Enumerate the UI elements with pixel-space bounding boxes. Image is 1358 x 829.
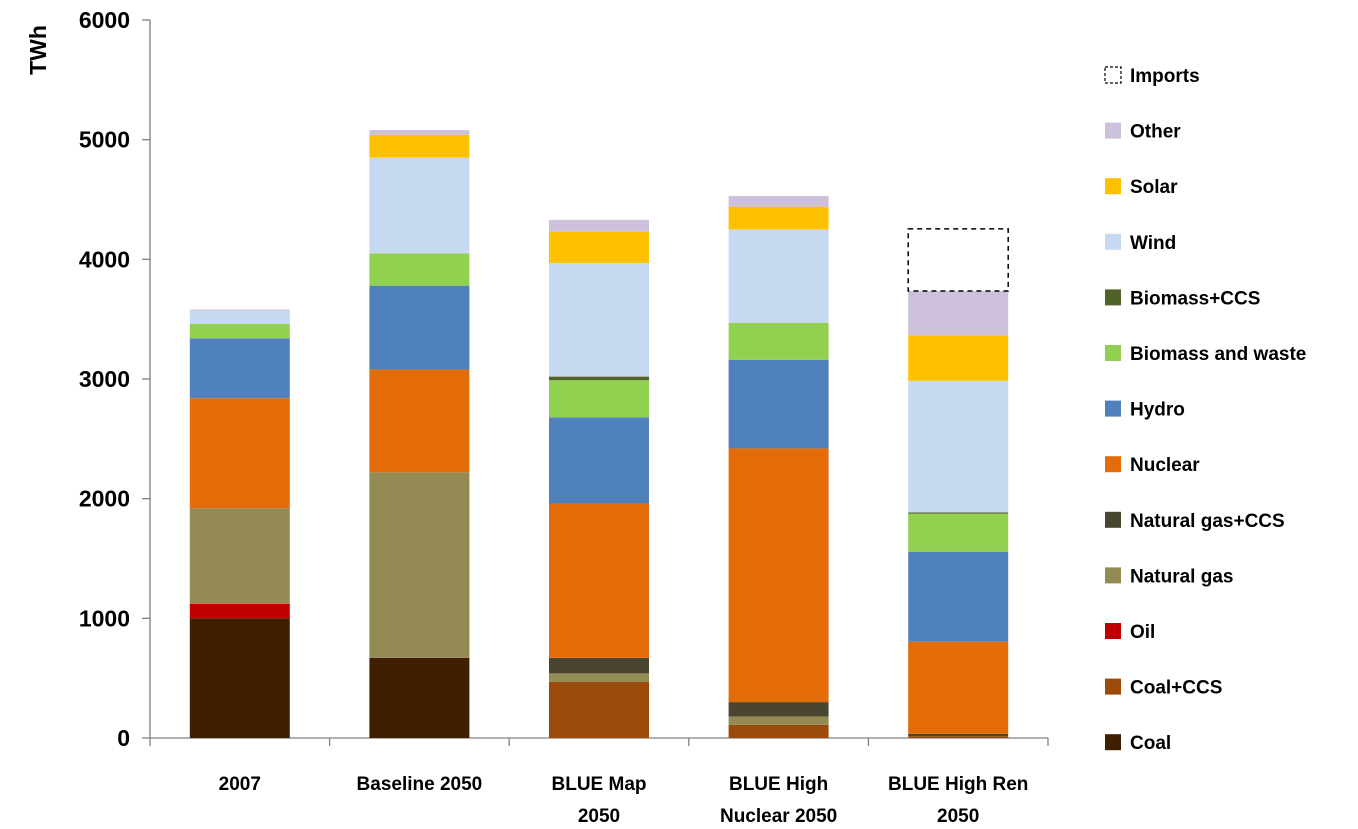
bar-nuclear bbox=[189, 398, 290, 509]
bar-natural-gas-ccs bbox=[549, 657, 649, 674]
legend-swatch-nuclear bbox=[1105, 456, 1121, 473]
bar-natural-gas-ccs bbox=[728, 702, 829, 717]
legend-swatch-oil bbox=[1105, 623, 1121, 639]
bar-other bbox=[908, 291, 1009, 336]
bar-coal-ccs bbox=[728, 724, 829, 738]
legend-swatch-biomass-and-waste bbox=[1105, 345, 1121, 361]
y-tick-label: 0 bbox=[117, 725, 130, 751]
bar-natural-gas bbox=[189, 508, 290, 604]
bar-hydro bbox=[549, 417, 649, 504]
legend-swatch-other bbox=[1105, 122, 1121, 139]
legend-label-imports: Imports bbox=[1130, 66, 1200, 87]
bar-coal-ccs bbox=[908, 736, 1009, 738]
legend-label-other: Other bbox=[1130, 122, 1181, 143]
bar-coal-ccs bbox=[549, 681, 649, 738]
bar-oil bbox=[189, 603, 290, 619]
bar-biomass-and-waste bbox=[908, 513, 1009, 552]
bar-nuclear bbox=[908, 641, 1009, 734]
legend: Imports Other Solar Wind Biomass+CCS Biomass … bbox=[1104, 66, 1306, 754]
y-axis: 0 1000 2000 3000 4000 5000 6000 bbox=[79, 7, 151, 751]
legend-swatch-imports bbox=[1104, 66, 1122, 84]
bar-solar bbox=[728, 206, 829, 230]
legend-label-biomass-and-waste: Biomass and waste bbox=[1130, 344, 1306, 365]
bar-biomass-ccs bbox=[549, 376, 649, 381]
legend-label-natural-gas-ccs: Natural gas+CCS bbox=[1130, 511, 1285, 532]
bar-hydro bbox=[189, 338, 290, 399]
bar-wind bbox=[728, 229, 829, 323]
bar-natural-gas bbox=[728, 716, 829, 725]
category-labels: 2007 Baseline 2050 BLUE Map 2050 BLUE High Nu… bbox=[219, 774, 1029, 827]
legend-label-biomass-ccs: Biomass+CCS bbox=[1130, 288, 1260, 309]
bar-wind bbox=[908, 380, 1009, 513]
y-tick-label: 3000 bbox=[79, 366, 130, 392]
bar-biomass-and-waste bbox=[369, 253, 470, 286]
legend-swatch-wind bbox=[1105, 233, 1121, 250]
category-label: BLUE High bbox=[729, 774, 828, 795]
legend-label-coal: Coal bbox=[1130, 733, 1171, 754]
legend-swatch-hydro bbox=[1105, 400, 1121, 417]
bar-solar bbox=[369, 134, 470, 158]
category-label: 2007 bbox=[219, 774, 261, 795]
legend-label-natural-gas: Natural gas bbox=[1130, 566, 1233, 587]
y-tick-label: 1000 bbox=[79, 605, 130, 631]
bar-natural-gas bbox=[369, 472, 470, 658]
bar-coal bbox=[369, 657, 470, 738]
bar-nuclear bbox=[369, 369, 470, 473]
y-axis-title: TWh bbox=[25, 25, 51, 75]
bar-natural-gas bbox=[549, 673, 649, 682]
legend-swatch-natural-gas-ccs bbox=[1105, 511, 1121, 528]
bar-other bbox=[189, 309, 290, 311]
bar-hydro bbox=[728, 359, 829, 449]
legend-swatch-coal bbox=[1105, 734, 1121, 751]
category-label: BLUE High Ren bbox=[888, 774, 1028, 795]
bar-nuclear bbox=[728, 448, 829, 703]
bar-biomass-ccs bbox=[908, 512, 1009, 514]
y-tick-label: 6000 bbox=[79, 7, 130, 33]
bar-biomass-and-waste bbox=[189, 323, 290, 339]
bar-other bbox=[369, 130, 470, 135]
bars bbox=[189, 130, 1009, 738]
bar-coal bbox=[189, 618, 290, 738]
bar-nuclear bbox=[549, 503, 649, 658]
bar-solar bbox=[908, 335, 1009, 381]
bar-hydro bbox=[369, 285, 470, 370]
category-label: Nuclear 2050 bbox=[720, 806, 837, 827]
legend-label-hydro: Hydro bbox=[1130, 400, 1185, 421]
bar-wind bbox=[369, 157, 470, 254]
bar-other bbox=[549, 219, 649, 232]
legend-swatch-biomass-ccs bbox=[1105, 289, 1121, 306]
bar-biomass-and-waste bbox=[728, 322, 829, 360]
bar-natural-gas-ccs bbox=[908, 733, 1009, 737]
y-tick-label: 5000 bbox=[79, 127, 130, 153]
bar-biomass-and-waste bbox=[549, 380, 649, 418]
legend-swatch-solar bbox=[1105, 178, 1121, 195]
category-label: BLUE Map bbox=[552, 774, 647, 795]
legend-label-nuclear: Nuclear bbox=[1130, 455, 1200, 476]
bar-imports bbox=[907, 228, 1009, 292]
y-tick-label: 2000 bbox=[79, 486, 130, 512]
bar-wind bbox=[189, 310, 290, 324]
category-label: 2050 bbox=[937, 806, 979, 827]
legend-label-wind: Wind bbox=[1130, 233, 1176, 254]
bar-other bbox=[728, 195, 829, 207]
category-label: Baseline 2050 bbox=[357, 774, 483, 795]
category-label: 2050 bbox=[578, 806, 620, 827]
legend-swatch-coal-ccs bbox=[1105, 678, 1121, 695]
legend-label-oil: Oil bbox=[1130, 622, 1155, 643]
bar-solar bbox=[549, 231, 649, 263]
bar-hydro bbox=[908, 551, 1009, 642]
legend-label-solar: Solar bbox=[1130, 177, 1178, 198]
x-axis bbox=[149, 737, 1049, 746]
legend-label-coal-ccs: Coal+CCS bbox=[1130, 678, 1222, 699]
legend-swatch-natural-gas bbox=[1105, 567, 1121, 584]
y-tick-label: 4000 bbox=[79, 246, 130, 272]
bar-wind bbox=[549, 262, 649, 377]
